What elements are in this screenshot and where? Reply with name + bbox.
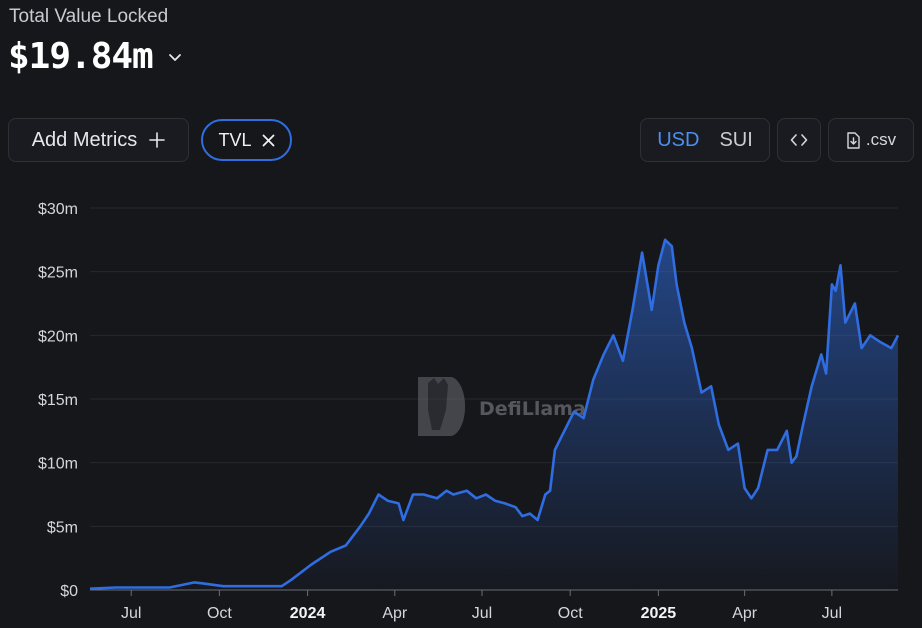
code-icon xyxy=(790,134,808,146)
tvl-metric-pill[interactable]: TVL xyxy=(201,119,292,161)
currency-toggle: USD SUI xyxy=(640,118,770,162)
tvl-value: $19.84m xyxy=(8,36,154,77)
y-tick-label: $0 xyxy=(60,583,78,600)
add-metrics-button[interactable]: Add Metrics xyxy=(8,118,189,162)
tvl-metric-label: TVL xyxy=(218,129,252,150)
watermark-text: DefiLlama xyxy=(479,398,586,420)
x-tick-label: Oct xyxy=(207,605,232,622)
y-tick-label: $5m xyxy=(47,519,78,536)
llama-logo-icon xyxy=(418,377,466,436)
download-icon xyxy=(847,131,860,149)
x-tick-label: Jul xyxy=(121,605,141,622)
chevron-down-icon xyxy=(168,53,181,61)
close-icon[interactable] xyxy=(262,134,275,147)
x-tick-label: Jul xyxy=(822,605,842,622)
tvl-chart: DefiLlama $0 $5m $10m $15m $20m $25m $30m Jul O… xyxy=(38,201,900,622)
csv-label: .csv xyxy=(865,130,897,149)
tvl-line xyxy=(89,238,900,590)
embed-button[interactable] xyxy=(777,118,821,162)
currency-usd-option[interactable]: USD xyxy=(657,128,700,151)
y-tick-label: $30m xyxy=(38,201,78,218)
x-tick-label: Jul xyxy=(472,605,492,622)
x-tick-label: Apr xyxy=(382,605,408,622)
y-tick-label: $25m xyxy=(38,265,78,282)
x-tick-label: 2025 xyxy=(641,605,677,622)
currency-sui-option[interactable]: SUI xyxy=(719,128,753,151)
add-metrics-label: Add Metrics xyxy=(31,128,138,151)
plus-icon xyxy=(149,132,166,148)
y-tick-label: $20m xyxy=(38,328,78,345)
tvl-area xyxy=(90,239,898,591)
x-tick-label: Apr xyxy=(732,605,758,622)
tvl-value-dropdown[interactable]: $19.84m xyxy=(8,36,183,77)
y-tick-label: $10m xyxy=(38,456,78,473)
y-tick-label: $15m xyxy=(38,392,78,409)
x-tick-label: Oct xyxy=(558,605,583,622)
page-title: Total Value Locked xyxy=(9,6,169,27)
x-tick-label: 2024 xyxy=(290,605,326,622)
download-csv-button[interactable]: .csv xyxy=(828,118,914,162)
defillama-watermark: DefiLlama xyxy=(418,377,586,436)
